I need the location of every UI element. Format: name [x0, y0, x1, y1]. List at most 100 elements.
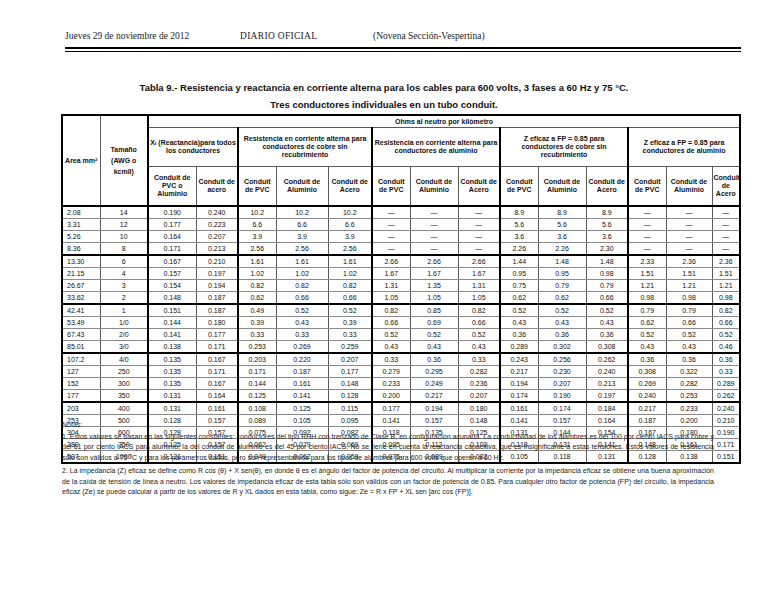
table-cell: 0.115: [328, 402, 372, 415]
table-cell: 0.207: [458, 390, 500, 403]
table-cell: 0.52: [276, 304, 328, 317]
header-row: Area mm²Tamaño (AWG o kcmil)Ohms al neut…: [62, 115, 740, 128]
table-cell: 1.48: [538, 255, 586, 268]
table-cell: 14: [100, 206, 148, 219]
table-cell: 0.230: [538, 366, 586, 378]
table-cell: 0.135: [148, 366, 196, 378]
table-cell: 0.95: [538, 268, 586, 280]
note-item-1: 1. Estos valores se basan en las siguien…: [62, 432, 714, 464]
table-cell: 0.164: [196, 390, 238, 403]
table-cell: 2.36: [712, 255, 740, 268]
table-cell: 0.217: [500, 366, 538, 378]
table-cell: 3: [100, 280, 148, 292]
header-section: (Novena Sección-Vespertina): [373, 31, 485, 41]
table-cell: 0.157: [148, 268, 196, 280]
table-cell: 1.05: [372, 292, 410, 305]
table-cell: 4/0: [100, 353, 148, 366]
table-cell: —: [372, 243, 410, 256]
table-cell: 0.82: [372, 304, 410, 317]
table-cell: 0.62: [238, 292, 276, 305]
table-cell: 0.236: [458, 378, 500, 390]
table-cell: 0.144: [148, 317, 196, 329]
table-cell: 0.151: [712, 451, 740, 464]
table-cell: 0.213: [586, 378, 628, 390]
table-cell: —: [628, 206, 666, 219]
table-cell: 0.302: [538, 341, 586, 354]
table-cell: 0.144: [238, 378, 276, 390]
table-cell: 12: [100, 219, 148, 231]
header-divider: [65, 47, 741, 52]
table-cell: —: [458, 206, 500, 219]
column-header-conduit: Conduit de PVC: [372, 167, 410, 207]
column-header-conduit: Conduit de Aluminio: [410, 167, 458, 207]
table-cell: 1/0: [100, 317, 148, 329]
table-cell: 0.82: [238, 280, 276, 292]
table-cell: 2.30: [586, 243, 628, 256]
table-cell: 1.61: [238, 255, 276, 268]
table-cell: 0.194: [196, 280, 238, 292]
table-cell: 3.9: [238, 231, 276, 243]
table-cell: 21.15: [62, 268, 100, 280]
table-cell: 0.85: [410, 304, 458, 317]
column-header-conduit: Conduit de Acero: [712, 167, 740, 207]
table-cell: 0.197: [196, 268, 238, 280]
table-row: 85.013/00.1380.1710.2530.2690.2590.430.4…: [62, 341, 740, 354]
table-cell: 0.217: [628, 402, 666, 415]
table-cell: 0.171: [196, 366, 238, 378]
table-cell: —: [666, 206, 712, 219]
table-cell: 0.131: [148, 390, 196, 403]
table-cell: 0.177: [328, 366, 372, 378]
table-cell: 0.269: [628, 378, 666, 390]
table-cell: 1.21: [628, 280, 666, 292]
table-cell: 0.282: [458, 366, 500, 378]
table-cell: 0.52: [372, 329, 410, 341]
table-cell: 0.141: [276, 390, 328, 403]
table-cell: —: [372, 206, 410, 219]
table-cell: 0.33: [458, 353, 500, 366]
table-cell: 0.52: [500, 304, 538, 317]
table-cell: 0.98: [666, 292, 712, 305]
table-cell: 0.62: [538, 292, 586, 305]
table-cell: 0.36: [410, 353, 458, 366]
table-cell: 0.203: [238, 353, 276, 366]
table-cell: 0.43: [586, 317, 628, 329]
table-cell: 0.75: [500, 280, 538, 292]
table-cell: 0.161: [196, 402, 238, 415]
table-cell: 0.82: [276, 280, 328, 292]
table-cell: 0.167: [196, 353, 238, 366]
table-cell: 8.9: [538, 206, 586, 219]
group-header-row: Xₗ (Reactancia)para todos los conductore…: [62, 128, 740, 167]
table-cell: 0.148: [328, 378, 372, 390]
table-cell: 0.33: [712, 366, 740, 378]
table-row: 1773500.1310.1640.1250.1410.1280.2000.21…: [62, 390, 740, 403]
column-header-conduit: Conduit de PVC: [628, 167, 666, 207]
table-title: Tabla 9.- Resistencia y reactancia en co…: [0, 82, 768, 93]
table-cell: 0.33: [372, 353, 410, 366]
table-cell: 0.36: [666, 353, 712, 366]
table-cell: 0.52: [458, 329, 500, 341]
table-cell: 1.05: [458, 292, 500, 305]
table-cell: 2.36: [666, 255, 712, 268]
group-header: Z eficaz a FP = 0.85 para conductores de…: [628, 128, 740, 167]
column-header-area: Area mm²: [62, 115, 100, 206]
table-cell: —: [372, 231, 410, 243]
table-cell: 2.56: [276, 243, 328, 256]
table-cell: 0.46: [712, 341, 740, 354]
table-cell: 3.6: [500, 231, 538, 243]
table-cell: 1.21: [666, 280, 712, 292]
table-cell: —: [628, 231, 666, 243]
table-cell: 0.79: [586, 280, 628, 292]
table-cell: 1.44: [500, 255, 538, 268]
table-cell: 0.164: [148, 231, 196, 243]
table-cell: 0.308: [628, 366, 666, 378]
table-cell: 177: [62, 390, 100, 403]
header-publication: DIARIO OFICIAL: [240, 31, 317, 41]
table-cell: 2.66: [410, 255, 458, 268]
column-header-conduit: Conduit de PVC o Aluminio: [148, 167, 196, 207]
table-cell: 0.33: [238, 329, 276, 341]
table-cell: 0.66: [372, 317, 410, 329]
table-row: 1272500.1350.1710.1710.1870.1770.2790.29…: [62, 366, 740, 378]
notes-label: Notas:: [62, 420, 714, 431]
table-cell: 0.36: [712, 353, 740, 366]
table-cell: 0.253: [666, 390, 712, 403]
